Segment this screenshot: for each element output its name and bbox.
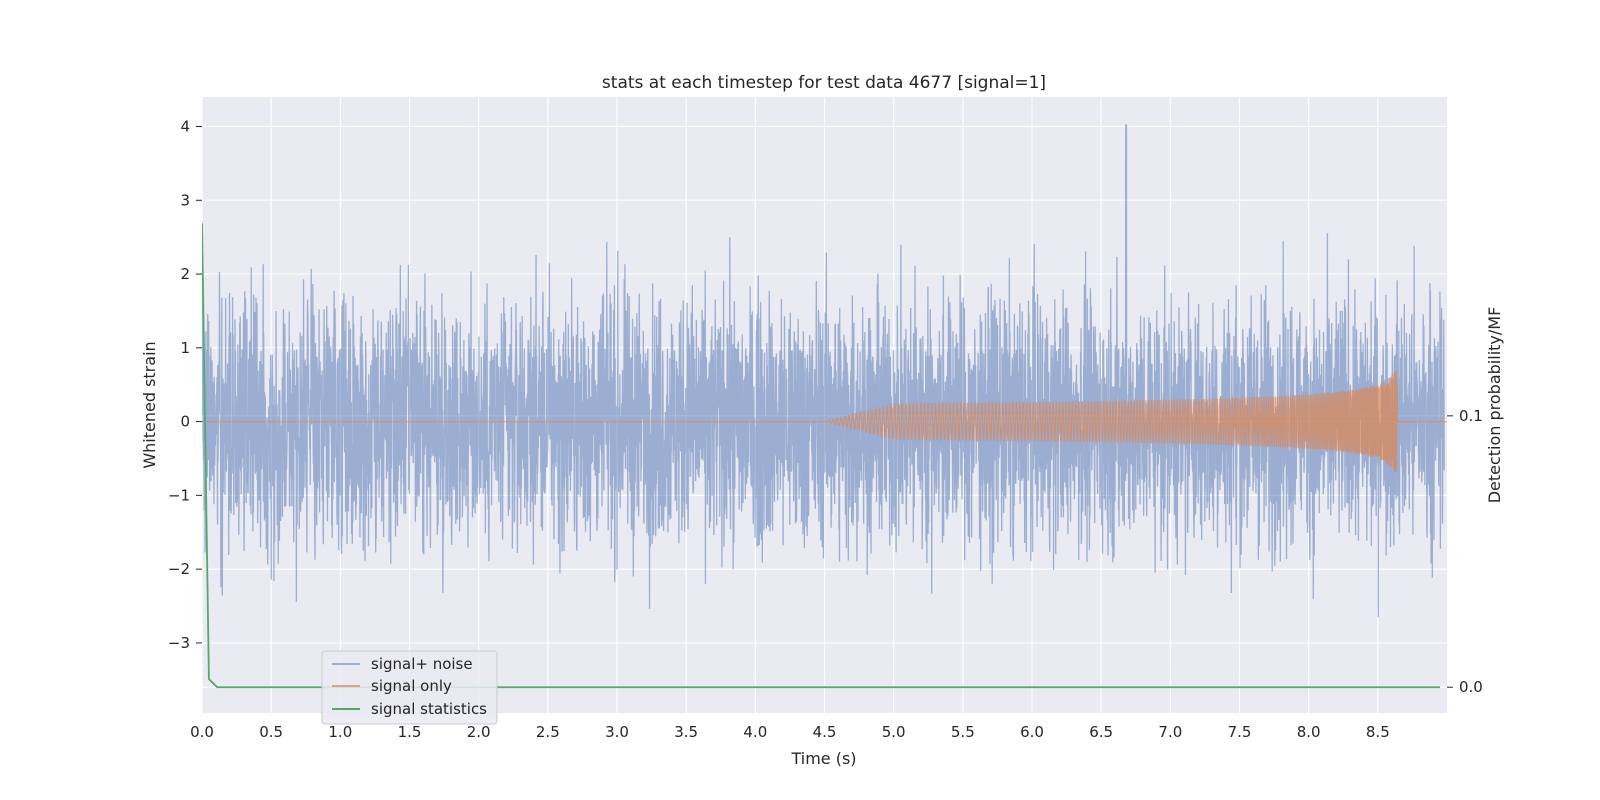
y-tick-label: 1 xyxy=(180,339,190,357)
y-tick-label: −1 xyxy=(168,486,190,504)
y-tick-label: 2 xyxy=(180,265,190,283)
series-signal-only-line xyxy=(202,371,1447,473)
legend-box xyxy=(321,650,498,725)
x-tick-label: 0.5 xyxy=(259,723,283,741)
y2-axis-label: Detection probability/MF xyxy=(1485,307,1504,504)
x-tick-label: 6.5 xyxy=(1089,723,1113,741)
y-axis-label: Whitened strain xyxy=(140,341,159,468)
x-tick-label: 5.0 xyxy=(882,723,906,741)
x-tick-label: 4.5 xyxy=(813,723,837,741)
x-tick-label: 6.0 xyxy=(1020,723,1044,741)
y2-tick-label: 0.1 xyxy=(1459,407,1483,425)
chart-title: stats at each timestep for test data 467… xyxy=(602,73,1046,93)
x-tick-label: 1.0 xyxy=(328,723,352,741)
y-tick-label: 0 xyxy=(180,413,190,431)
x-ticks: 0.0 0.5 1.0 1.5 2.0 2.5 3.0 3.5 4.0 4.5 5.0 5.5 6.0 6… xyxy=(190,723,1390,741)
x-tick-label: 3.0 xyxy=(605,723,629,741)
legend-label-signal-statistics: signal statistics xyxy=(371,700,487,718)
x-tick-label: 0.0 xyxy=(190,723,214,741)
x-tick-label: 7.5 xyxy=(1228,723,1252,741)
series-signal-statistics-line xyxy=(202,223,1441,689)
y-tick-label: 3 xyxy=(180,191,190,209)
x-tick-label: 1.5 xyxy=(398,723,422,741)
x-tick-label: 3.5 xyxy=(674,723,698,741)
x-tick-label: 2.0 xyxy=(467,723,491,741)
x-tick-label: 5.5 xyxy=(951,723,975,741)
x-tick-label: 4.0 xyxy=(743,723,767,741)
y-tick-label: −3 xyxy=(168,634,190,652)
y-tick-label: −2 xyxy=(168,560,190,578)
y-ticks: −3 −2 −1 0 1 2 3 4 xyxy=(168,118,202,652)
x-tick-label: 8.0 xyxy=(1297,723,1321,741)
x-axis-label: Time (s) xyxy=(790,749,856,768)
series-layer xyxy=(202,124,1447,689)
legend: signal+ noise signal only signal statist… xyxy=(321,650,498,725)
legend-label-signal-only: signal only xyxy=(371,677,452,695)
y2-tick-label: 0.0 xyxy=(1459,678,1483,696)
y2-ticks: 0.0 0.1 xyxy=(1447,407,1483,696)
y-tick-label: 4 xyxy=(180,118,190,136)
x-tick-label: 7.0 xyxy=(1158,723,1182,741)
legend-label-signal-noise: signal+ noise xyxy=(371,655,473,673)
x-tick-label: 2.5 xyxy=(536,723,560,741)
x-tick-label: 8.5 xyxy=(1366,723,1390,741)
